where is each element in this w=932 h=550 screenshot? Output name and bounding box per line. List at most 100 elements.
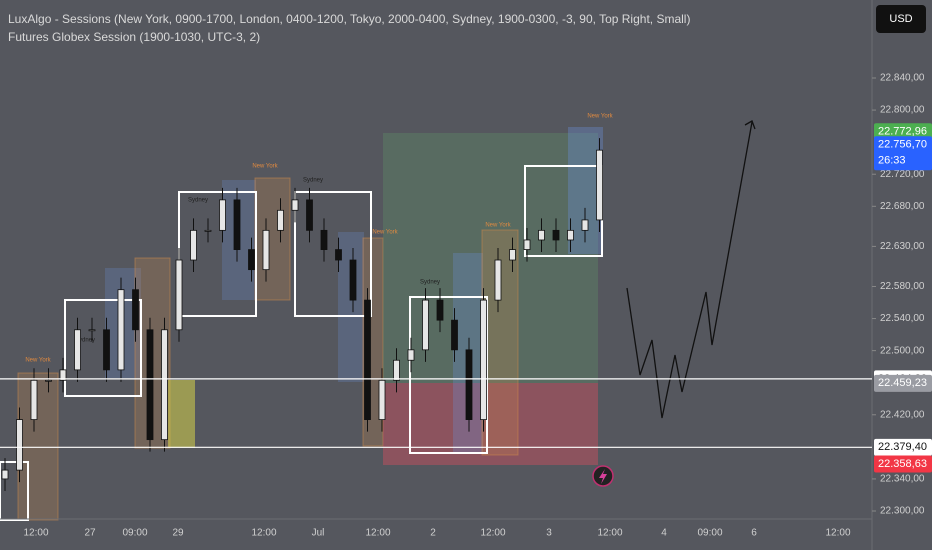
- candle-body: [320, 229, 328, 250]
- y-tick-label: 22.720,00: [880, 169, 925, 180]
- session-label: Sydney: [188, 198, 208, 204]
- candles: [1, 138, 603, 491]
- session-box: [338, 232, 364, 382]
- candle-body: [378, 379, 386, 420]
- indicator-title: Futures Globex Session (1900-1030, UTC-3…: [8, 30, 260, 44]
- candle-body: [581, 219, 589, 231]
- session-label: Sydney: [303, 178, 323, 184]
- y-tick-label: 22.500,00: [880, 345, 925, 356]
- session-label: New York: [372, 230, 398, 236]
- candle-body: [175, 259, 183, 331]
- price-badge: [874, 438, 932, 456]
- candle-body: [596, 149, 603, 221]
- candle-body: [465, 349, 473, 420]
- currency-button[interactable]: [876, 5, 926, 33]
- y-tick-label: 22.420,00: [880, 409, 925, 420]
- y-tick-label: 22.300,00: [880, 506, 925, 517]
- y-tick-label: 22.800,00: [880, 105, 925, 116]
- price-badge-label: 22.379,40: [878, 441, 927, 453]
- x-tick-label: Jul: [312, 528, 325, 539]
- x-tick-label: 09:00: [697, 528, 722, 539]
- x-tick-label: 4: [661, 528, 667, 539]
- session-label: Sydney: [75, 338, 95, 344]
- candle-body: [190, 229, 197, 261]
- candle-body: [364, 299, 371, 420]
- price-badge-label: 22.772,96: [878, 126, 927, 138]
- candle-body: [233, 199, 241, 250]
- x-tick-label: 12:00: [365, 528, 390, 539]
- candle-body: [277, 209, 284, 231]
- session-label: New York: [252, 164, 278, 170]
- session-label: Sydney: [420, 280, 440, 286]
- candle-body: [291, 199, 299, 211]
- candle-body: [262, 229, 270, 271]
- price-badge-label: 22.756,70: [878, 139, 927, 151]
- candle-body: [393, 359, 400, 381]
- price-badge: [874, 136, 932, 171]
- x-tick-label: 12:00: [23, 528, 48, 539]
- y-tick-label: 22.630,00: [880, 241, 925, 252]
- session-range: [0, 461, 29, 521]
- candle-body: [538, 229, 545, 241]
- x-tick-label: 12:00: [480, 528, 505, 539]
- candle-body: [103, 329, 110, 371]
- x-tick-label: 12:00: [825, 528, 850, 539]
- y-tick-label: 22.840,00: [880, 73, 925, 84]
- currency-button-label[interactable]: USD: [889, 13, 912, 25]
- y-tick-label: 22.340,00: [880, 474, 925, 485]
- session-label: New York: [485, 223, 511, 229]
- candle-body: [436, 299, 444, 321]
- x-tick-label: 12:00: [597, 528, 622, 539]
- candle-body: [509, 249, 516, 261]
- session-boxes: [0, 127, 603, 521]
- candle-body: [306, 199, 313, 231]
- candle-body: [59, 369, 67, 381]
- candle-body: [335, 249, 342, 261]
- price-countdown: 26:33: [878, 155, 906, 167]
- indicator-title: LuxAlgo - Sessions (New York, 0900-1700,…: [8, 12, 690, 26]
- x-tick-label: 2: [430, 528, 436, 539]
- candle-body: [248, 249, 255, 271]
- session-box: [17, 372, 59, 521]
- candle-body: [146, 329, 154, 441]
- session-range: [409, 296, 488, 454]
- price-badge: [874, 455, 932, 473]
- candle-body: [407, 349, 415, 361]
- projection-path: [626, 121, 753, 419]
- arrow-head: [744, 120, 756, 130]
- candle-body: [219, 199, 226, 231]
- x-tick-label: 12:00: [251, 528, 276, 539]
- projection-zone: [383, 383, 598, 465]
- candle-body: [132, 289, 139, 331]
- x-tick-label: 27: [84, 528, 96, 539]
- session-label: New York: [587, 114, 613, 120]
- session-range: [64, 299, 142, 397]
- candle-body: [204, 229, 212, 232]
- candle-body: [552, 229, 560, 241]
- session-label: New York: [25, 358, 51, 364]
- candle-body: [523, 239, 531, 250]
- price-badge: [874, 374, 932, 392]
- candle-body: [30, 379, 38, 420]
- candle-body: [422, 299, 429, 351]
- candle-body: [349, 259, 357, 301]
- candle-body: [161, 329, 168, 441]
- candle-body: [451, 319, 458, 351]
- session-box: [168, 380, 195, 448]
- y-tick-label: 22.580,00: [880, 281, 925, 292]
- candle-body: [480, 299, 487, 420]
- candle-body: [117, 289, 125, 371]
- y-tick-label: 22.680,00: [880, 201, 925, 212]
- session-range: [294, 191, 372, 317]
- flash-icon-glyph: [599, 469, 607, 484]
- candle-body: [567, 229, 574, 241]
- x-tick-label: 09:00: [122, 528, 147, 539]
- price-badge: [874, 123, 932, 141]
- price-badge-label: 22.358,63: [878, 458, 927, 470]
- projection-zone: [383, 133, 598, 383]
- y-tick-label: 22.540,00: [880, 313, 925, 324]
- candle-body: [1, 469, 9, 480]
- x-tick-label: 6: [751, 528, 757, 539]
- session-box: [254, 177, 291, 301]
